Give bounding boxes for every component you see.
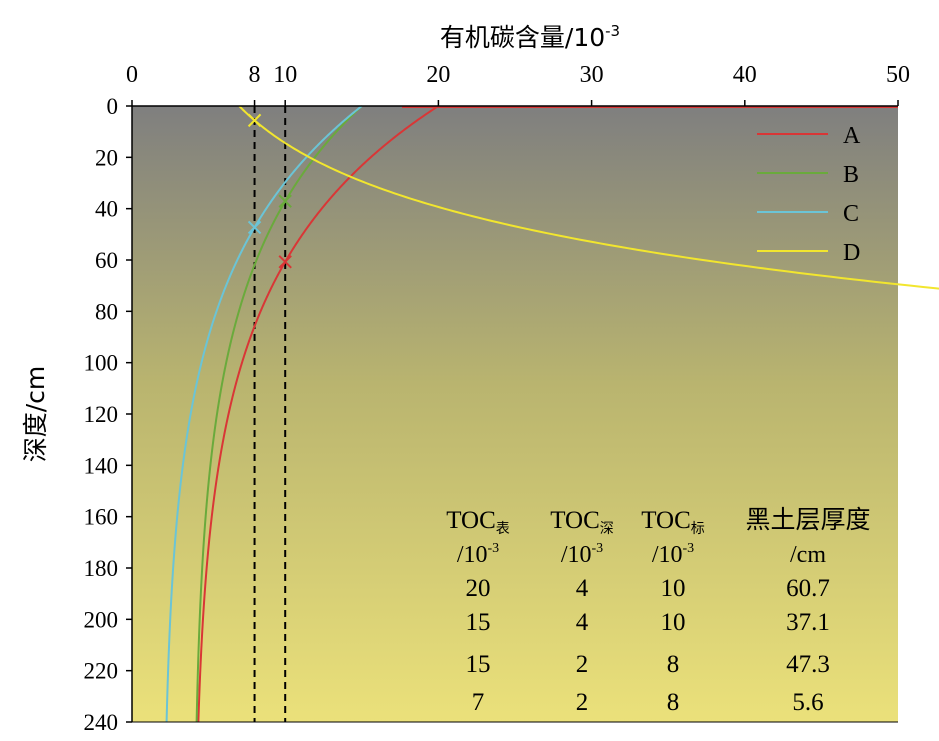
table-cell-1-2: 10 bbox=[661, 609, 686, 636]
table-unit-2: /10-3 bbox=[652, 541, 694, 568]
x-tick-label-30: 30 bbox=[580, 62, 604, 88]
y-tick-label-140: 140 bbox=[84, 453, 119, 478]
y-tick-label-180: 180 bbox=[84, 556, 119, 581]
table-cell-2-1: 2 bbox=[576, 651, 589, 678]
table-cell-0-2: 10 bbox=[661, 575, 686, 602]
x-tick-label-8: 8 bbox=[249, 62, 261, 88]
plot-background bbox=[132, 106, 898, 722]
legend-label-C: C bbox=[843, 201, 859, 227]
table-cell-3-3: 5.6 bbox=[792, 689, 823, 716]
y-tick-label-100: 100 bbox=[84, 351, 119, 376]
axes: 0 8 10 20 30 40 50 0 20 40 60 80 100 120 140 160 180 200 2… bbox=[21, 22, 910, 735]
y-tick-label-220: 220 bbox=[84, 659, 119, 684]
threshold-markers bbox=[247, 113, 292, 269]
curve-C bbox=[165, 105, 363, 723]
series-curves bbox=[165, 105, 939, 723]
table-cell-3-0: 7 bbox=[472, 689, 485, 716]
x-axis-title: 有机碳含量/10-3 bbox=[440, 22, 620, 52]
table-cell-2-0: 15 bbox=[466, 651, 491, 678]
marker-D-stroke-2 bbox=[247, 113, 262, 128]
table-unit-3: /cm bbox=[790, 542, 826, 568]
marker-B-stroke-2 bbox=[278, 194, 292, 208]
table-cell-1-1: 4 bbox=[576, 609, 589, 636]
curve-D bbox=[238, 105, 939, 290]
summary-table: TOC表/10-3 TOC深/10-3 TOC标/10-3 黑土层厚度/cm 20 4 10… bbox=[446, 505, 870, 716]
legend-label-A: A bbox=[843, 123, 861, 149]
table-cell-1-0: 15 bbox=[466, 609, 491, 636]
table-header-2: TOC标 bbox=[641, 507, 705, 537]
marker-C bbox=[247, 220, 262, 235]
table-cell-0-3: 60.7 bbox=[786, 575, 830, 602]
x-tick-label-0: 0 bbox=[126, 62, 138, 88]
marker-A-stroke-2 bbox=[278, 255, 292, 269]
x-tick-label-50: 50 bbox=[886, 62, 910, 88]
reference-lines bbox=[253, 106, 287, 722]
curve-B bbox=[195, 105, 363, 723]
y-tick-label-0: 0 bbox=[107, 94, 119, 119]
table-cell-1-3: 37.1 bbox=[786, 609, 830, 636]
marker-B bbox=[278, 194, 292, 208]
legend-label-B: B bbox=[843, 162, 859, 188]
y-tick-label-240: 240 bbox=[84, 710, 119, 735]
y-tick-label-120: 120 bbox=[84, 402, 119, 427]
curve-A bbox=[197, 105, 439, 723]
table-unit-1: /10-3 bbox=[561, 541, 603, 568]
y-tick-label-60: 60 bbox=[95, 248, 118, 273]
table-cell-0-0: 20 bbox=[466, 575, 491, 602]
y-axis-title: 深度/cm bbox=[21, 366, 50, 463]
table-header-1: TOC深 bbox=[550, 507, 614, 537]
table-unit-0: /10-3 bbox=[457, 541, 499, 568]
table-cell-3-1: 2 bbox=[576, 689, 589, 716]
x-tick-label-20: 20 bbox=[426, 62, 450, 88]
x-tick-label-40: 40 bbox=[733, 62, 757, 88]
table-header-3: 黑土层厚度 bbox=[745, 505, 870, 534]
table-cell-3-2: 8 bbox=[667, 689, 680, 716]
table-cell-2-2: 8 bbox=[667, 651, 680, 678]
legend-label-D: D bbox=[843, 240, 860, 266]
y-tick-label-160: 160 bbox=[84, 505, 119, 530]
marker-D bbox=[247, 113, 262, 128]
y-tick-label-20: 20 bbox=[95, 145, 118, 170]
y-tick-label-80: 80 bbox=[95, 299, 118, 324]
table-header-0: TOC表 bbox=[446, 507, 510, 537]
x-tick-label-10: 10 bbox=[273, 62, 297, 88]
marker-A bbox=[278, 255, 292, 269]
table-cell-0-1: 4 bbox=[576, 575, 589, 602]
table-cell-2-3: 47.3 bbox=[786, 651, 830, 678]
marker-C-stroke-2 bbox=[247, 220, 262, 235]
y-tick-label-200: 200 bbox=[84, 607, 119, 632]
y-tick-label-40: 40 bbox=[95, 197, 118, 222]
